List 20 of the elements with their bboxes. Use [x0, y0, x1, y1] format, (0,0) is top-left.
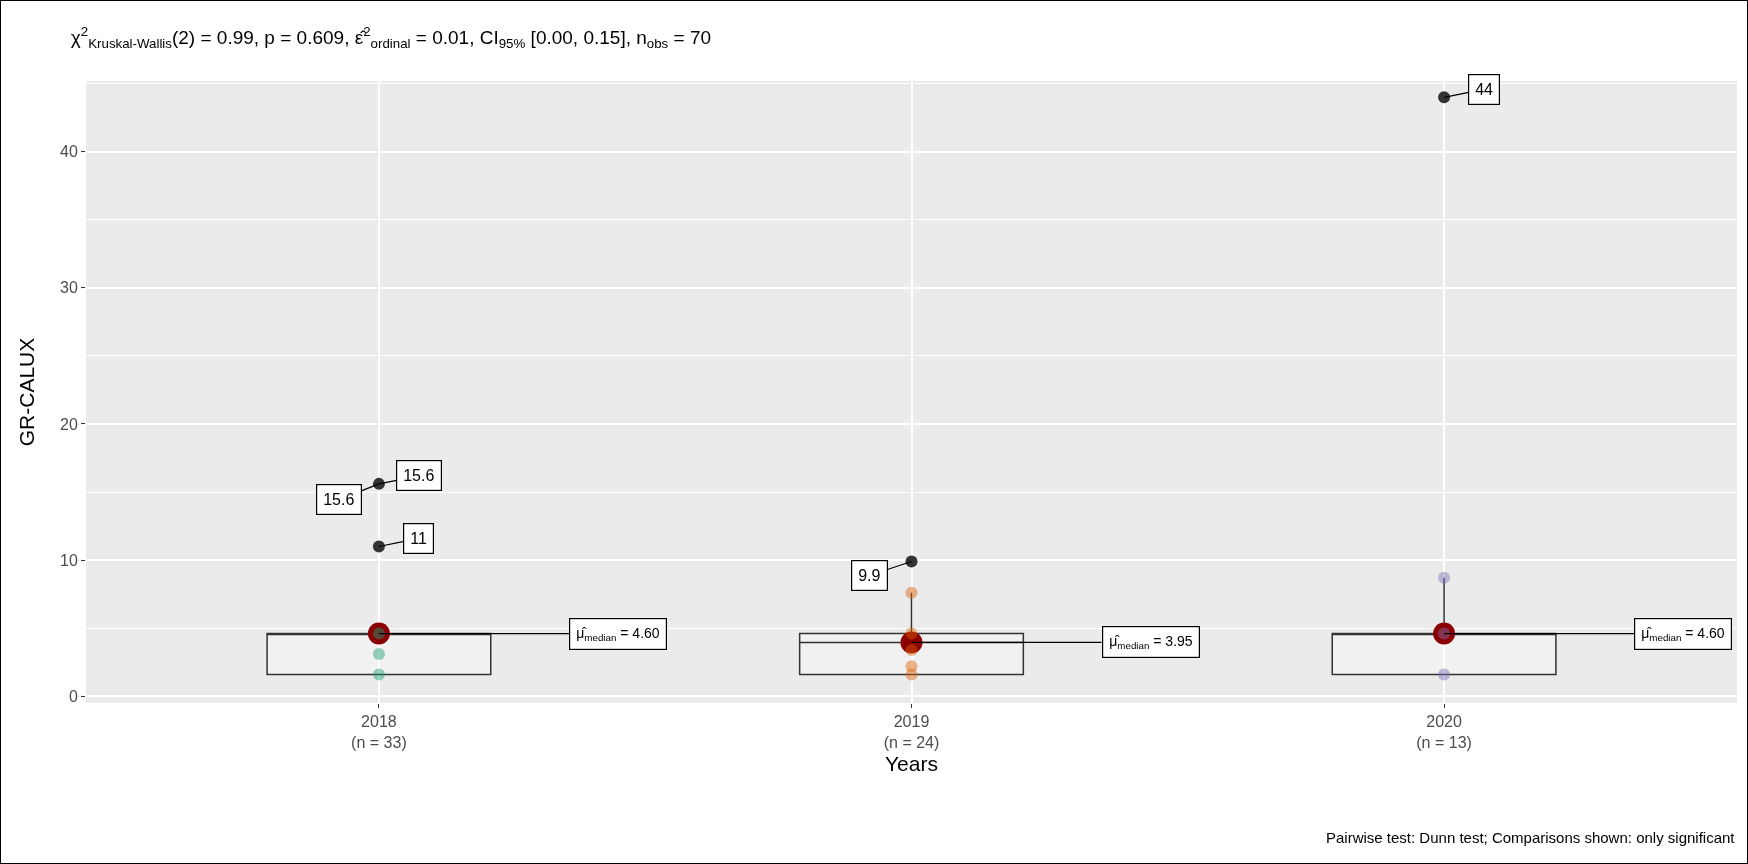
annotation: 44: [1475, 81, 1494, 99]
y-tick-label: 10: [60, 551, 78, 569]
annotation: 15.6: [403, 467, 435, 485]
y-axis-title: GR-CALUX: [15, 337, 38, 447]
annotation: 11: [410, 530, 427, 548]
annotation: μ̂$_{median}$ = 4.60: [1641, 625, 1725, 644]
y-tick-label: 0: [68, 687, 78, 705]
annotation: 9.9: [858, 567, 881, 585]
chart-title: χ$^{2}$$_{Kruskal-Wallis}$(2) = 0.99, p = 0.609, ε̂$^{2}$$_{ordinal}$ = 0.01, CI$_{95%}$ [0.00, 0.15], n$_{obs}$ = 70: [70, 24, 712, 52]
annotation: μ̂$_{median}$ = 3.95: [1109, 633, 1193, 652]
annotation: μ̂$_{median}$ = 4.60: [576, 625, 660, 644]
annotation: 15.6: [323, 491, 355, 509]
y-tick-label: 20: [60, 415, 78, 433]
x-tick-label: 2019 (n = 24): [883, 713, 940, 751]
y-tick-label: 40: [60, 143, 78, 161]
x-tick-label: 2018 (n = 33): [351, 713, 407, 751]
x-axis-title: Years: [885, 752, 938, 776]
x-tick-label: 2020 (n = 13): [1416, 713, 1472, 751]
text: Pairwise test: Dunn test; Comparisons shown: only significant: [1326, 829, 1736, 846]
y-tick-label: 30: [60, 279, 78, 297]
